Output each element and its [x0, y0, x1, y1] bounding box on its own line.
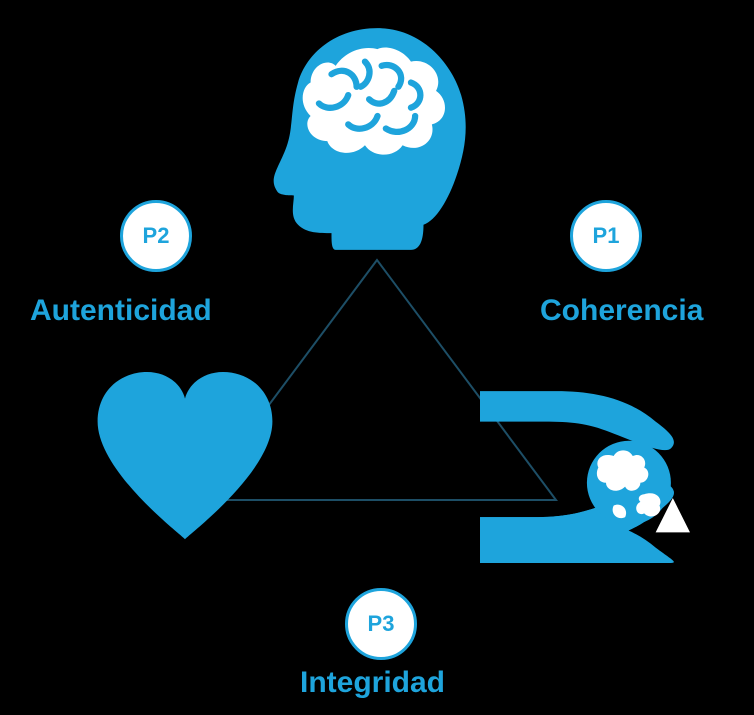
- badge-p3: P3: [345, 588, 417, 660]
- label-autenticidad: Autenticidad: [30, 294, 212, 328]
- hands-globe-icon: [480, 370, 690, 565]
- label-integridad: Integridad: [300, 666, 445, 700]
- diagram-stage: P1 P2 P3 Coherencia Autenticidad Integri…: [0, 0, 754, 715]
- badge-p2-label: P2: [143, 223, 170, 249]
- badge-p1: P1: [570, 200, 642, 272]
- badge-p3-label: P3: [368, 611, 395, 637]
- label-coherencia: Coherencia: [540, 294, 703, 328]
- badge-p1-label: P1: [593, 223, 620, 249]
- badge-p2: P2: [120, 200, 192, 272]
- head-brain-icon: [270, 24, 485, 254]
- heart-icon: [90, 370, 280, 545]
